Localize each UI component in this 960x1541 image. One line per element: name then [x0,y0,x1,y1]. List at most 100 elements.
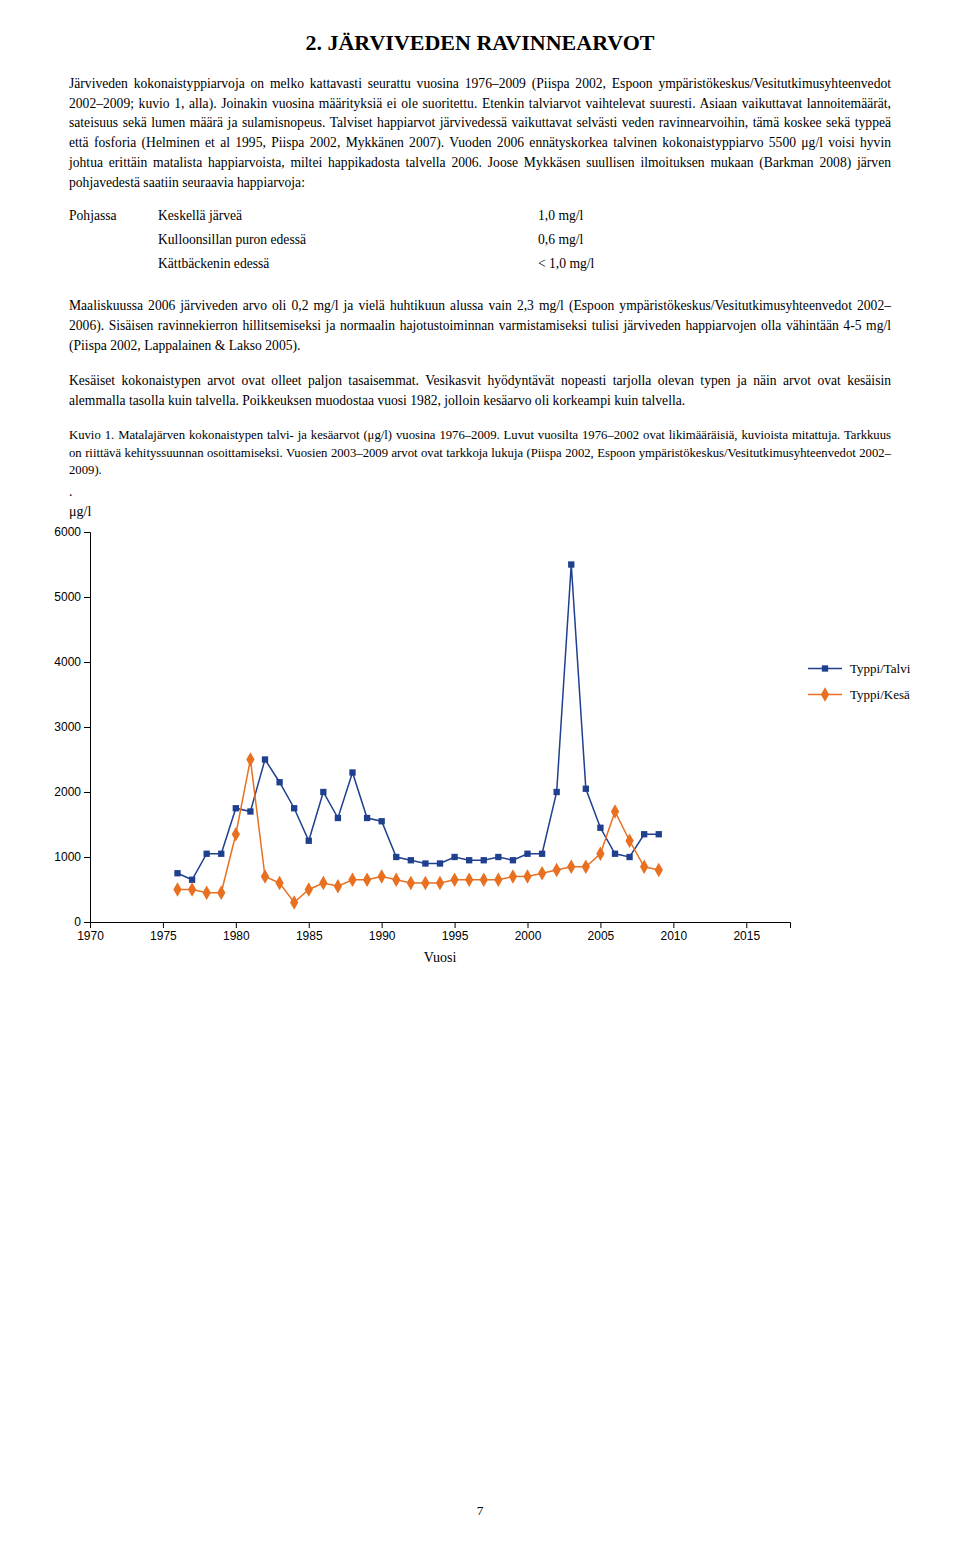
series-marker [319,876,327,890]
x-tick: 2010 [660,922,687,943]
series-marker [305,882,313,896]
x-tick-mark [528,922,529,928]
y-tick-label: 3000 [54,720,81,734]
series-marker [596,847,604,861]
series-marker [582,860,590,874]
series-marker [173,882,181,896]
x-tick-label: 2010 [660,929,687,943]
series-marker [306,838,312,844]
series-marker [408,857,414,863]
x-tick-label: 1985 [296,929,323,943]
y-tick-mark [84,662,90,663]
y-tick: 5000 [54,590,90,604]
list-row: PohjassaKeskellä järveä1,0 mg/l [69,208,891,232]
legend-swatch-marker [821,687,829,701]
y-tick-label: 2000 [54,785,81,799]
series-marker [407,876,415,890]
legend-item: Typpi/Kesä [808,687,910,702]
legend: Typpi/Talvi Typpi/Kesä [808,661,911,702]
x-tick-mark [309,922,310,928]
series-marker [275,876,283,890]
x-tick-label: 2015 [733,929,760,943]
y-tick: 2000 [54,785,90,799]
y-tick-mark [84,727,90,728]
y-tick-label: 0 [74,915,81,929]
series-marker [466,857,472,863]
y-tick: 1000 [54,850,90,864]
series-marker [494,873,502,887]
legend-item: Typpi/Talvi [808,661,911,676]
legend-swatch-marker [822,665,828,671]
series-marker [232,827,240,841]
series-marker [246,752,254,766]
x-tick: 2005 [588,922,615,943]
series-marker [204,851,210,857]
series-marker [276,779,282,785]
series-marker [583,786,589,792]
x-tick: 1990 [369,922,396,943]
series-marker [174,870,180,876]
series-marker [422,860,428,866]
y-tick: 3000 [54,720,90,734]
list-place: Kättbäckenin edessä [158,256,269,272]
series-marker [554,789,560,795]
series-marker [568,561,574,567]
series-marker [655,863,663,877]
series-marker [553,863,561,877]
series-marker [189,877,195,883]
y-tick-mark [84,922,90,923]
y-tick-label: 6000 [54,525,81,539]
y-tick: 6000 [54,525,90,539]
x-tick-mark [455,922,456,928]
x-tick: 1980 [223,922,250,943]
x-tick-label: 2005 [588,929,615,943]
x-tick-label: 1995 [442,929,469,943]
series-marker [290,895,298,909]
series-marker [188,882,196,896]
y-tick-mark [84,857,90,858]
series-marker [393,854,399,860]
plot: 1970197519801985199019952000200520102015… [54,525,790,965]
series-marker [538,866,546,880]
x-tick-label: 1970 [77,929,104,943]
series-marker [348,873,356,887]
list-value: 0,6 mg/l [538,232,583,248]
y-axis-line [84,533,91,923]
x-tick-mark [236,922,237,928]
series-marker [625,834,633,848]
page-number: 7 [0,1503,960,1519]
series-marker [363,873,371,887]
series-marker [481,857,487,863]
series-marker [626,854,632,860]
series-marker [465,873,473,887]
x-tick: 2015 [733,922,760,943]
list: PohjassaKeskellä järveä1,0 mg/lKulloonsi… [69,208,891,280]
series-marker [217,886,225,900]
legend-label: Typpi/Kesä [850,687,910,702]
series-marker [349,769,355,775]
series-marker [510,857,516,863]
series-line [178,565,659,880]
x-tick-mark [746,922,747,928]
y-tick-mark [84,532,90,533]
series-marker [378,869,386,883]
series-marker [567,860,575,874]
list-row: Kättbäckenin edessä < 1,0 mg/l [69,256,891,280]
x-tick: 1995 [442,922,469,943]
list-value: < 1,0 mg/l [538,256,594,272]
series-marker [495,854,501,860]
x-tick-label: 2000 [515,929,542,943]
y-tick-label: 4000 [54,655,81,669]
series-marker [640,860,648,874]
series-marker [450,873,458,887]
list-label: Pohjassa [69,208,117,224]
list-row: Kulloonsillan puron edessä 0,6 mg/l [69,232,891,256]
series-marker [436,876,444,890]
series-marker [233,805,239,811]
paragraph: Järviveden kokonaistyppiarvoja on melko … [69,74,891,192]
series-marker [392,873,400,887]
list-place: Kulloonsillan puron edessä [158,232,306,248]
series-marker [335,815,341,821]
y-tick-mark [84,597,90,598]
marks [173,561,663,909]
